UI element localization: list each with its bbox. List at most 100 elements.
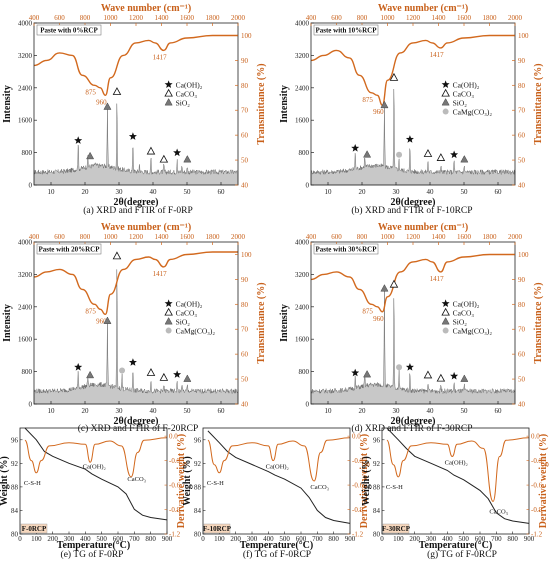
y2-tick-label: 70 [518, 326, 526, 334]
tag-label: F-30RCP [382, 525, 411, 533]
x-tick-label: 60 [218, 407, 226, 415]
y-tick-label: 84 [11, 507, 19, 515]
y-tick-label: 4000 [18, 20, 33, 28]
y2-tick-label: -0.3 [169, 457, 181, 465]
y-tick-label: 2400 [295, 84, 310, 92]
x-tick-label: 30 [393, 407, 401, 415]
x2-tick-label: 400 [306, 14, 317, 22]
legend-symbol [441, 317, 450, 325]
x2-tick-label: 1200 [406, 14, 421, 22]
tag-box [36, 24, 102, 36]
legend-symbol [442, 327, 449, 334]
x-tick-label: 600 [113, 535, 124, 543]
x-tick-label: 60 [495, 407, 503, 415]
phase-marker [103, 102, 112, 110]
y2-tick-label: 80 [518, 82, 526, 90]
x-tick-label: 10 [48, 188, 56, 196]
x-tick-label: 10 [48, 407, 56, 415]
x-tick-label: 10 [325, 407, 333, 415]
phase-marker [86, 151, 95, 160]
x2-tick-label: 1800 [483, 14, 498, 22]
phase-marker [128, 132, 137, 140]
y-tick-label: 92 [194, 460, 202, 468]
x-tick-label: 0 [380, 535, 384, 543]
y2-tick-label: 100 [518, 251, 529, 259]
ftir-peak-label: 960 [373, 315, 384, 323]
legend-symbol [442, 108, 449, 115]
phase-marker [86, 370, 95, 379]
x2-tick-label: 1400 [155, 14, 170, 22]
phase-marker [460, 155, 469, 163]
x2-tick-label: 1800 [206, 14, 221, 22]
ftir-curve [310, 34, 515, 106]
x-tick-label: 0 [18, 535, 22, 543]
y2-tick-label: 60 [518, 132, 526, 140]
legend-label: Ca(OH)₂ [453, 81, 480, 90]
x2-tick-label: 600 [331, 233, 342, 241]
x2-tick-label: 1200 [129, 233, 144, 241]
y-tick-label: 88 [11, 483, 19, 491]
weight-curve [24, 427, 168, 521]
y2-axis-title: Derivative weight (%) [538, 434, 549, 528]
tg-annotation: Ca(OH)₂ [445, 460, 468, 467]
plot-frame [19, 427, 168, 535]
x-tick-label: 900 [345, 535, 356, 543]
y2-tick-label: -0.3 [531, 457, 543, 465]
y-tick-label: 3200 [18, 271, 33, 279]
y-tick-label: 88 [373, 483, 381, 491]
phase-marker [363, 369, 372, 378]
x-tick-label: 20 [359, 407, 367, 415]
x2-axis-title: Wave number (cm⁻¹) [378, 222, 468, 233]
x-tick-label: 600 [296, 535, 307, 543]
x-tick-label: 20 [82, 407, 90, 415]
x2-tick-label: 600 [54, 14, 65, 22]
y-axis-title: Weight (%) [361, 456, 372, 506]
y2-tick-label: -0.6 [169, 482, 181, 490]
x-axis-title: 2θ(degree) [390, 197, 435, 208]
tg-panel-g: C-S-H Ca(OH)₂ CaCO₃ 0 100 200 300 400 500 600 700 8… [361, 427, 549, 560]
legend-label: SiO₂ [176, 318, 191, 327]
x-tick-label: 500 [96, 535, 107, 543]
y2-tick-label: 100 [241, 32, 252, 40]
legend-label: SiO₂ [453, 318, 468, 327]
tag-box [313, 24, 379, 36]
x2-tick-label: 1000 [104, 14, 119, 22]
x-tick-label: 40 [427, 407, 435, 415]
x-tick-label: 40 [150, 188, 158, 196]
phase-marker [183, 374, 192, 382]
y-tick-label: 92 [11, 460, 19, 468]
xrd-pattern [33, 269, 239, 405]
y-tick-label: 80 [373, 531, 381, 539]
legend-label: CaCO₃ [176, 309, 198, 318]
x-axis-title: 2θ(degree) [390, 416, 435, 427]
phase-marker [405, 135, 414, 143]
legend-label: CaMg(CO₃)₂ [176, 327, 216, 336]
plot-frame [310, 241, 516, 405]
ftir-curve [33, 251, 238, 316]
phase-marker [423, 149, 433, 157]
tag-box [203, 523, 231, 534]
y2-axis-title: Transmittance (%) [256, 63, 267, 144]
y-axis-title: Intensity [279, 85, 290, 123]
y-tick-label: 1600 [295, 336, 310, 344]
legend-symbol [441, 88, 450, 97]
x-tick-label: 400 [80, 535, 91, 543]
y-tick-label: 4000 [295, 239, 310, 247]
y-tick-label: 3200 [295, 271, 310, 279]
plot-frame [381, 427, 530, 535]
phase-marker [146, 146, 156, 155]
x-tick-label: 30 [393, 188, 401, 196]
y2-tick-label: -1.2 [531, 531, 543, 539]
y2-tick-label: 50 [518, 157, 526, 165]
y2-tick-label: -0.9 [169, 506, 181, 514]
y-tick-label: 2400 [18, 84, 33, 92]
ftir-curve [33, 34, 238, 97]
y-axis-title: Weight (%) [182, 456, 193, 506]
x2-tick-label: 400 [306, 233, 317, 241]
phase-marker [363, 150, 372, 158]
phase-marker [396, 151, 403, 158]
legend-label: Ca(OH)₂ [176, 81, 203, 90]
tg-annotation: CaCO₃ [310, 484, 329, 491]
